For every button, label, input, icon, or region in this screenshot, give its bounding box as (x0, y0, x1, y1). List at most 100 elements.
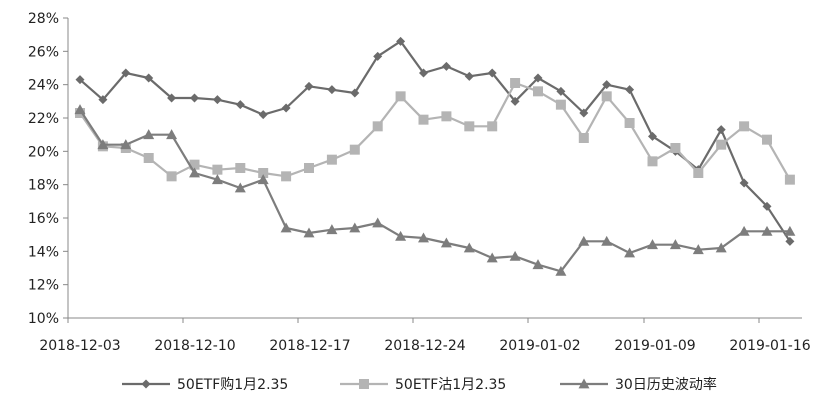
data-point-triangle (211, 174, 223, 185)
data-point-square (212, 164, 223, 175)
data-point-square (441, 111, 452, 122)
legend-item-1: 50ETF购1月2.35 (122, 377, 288, 393)
data-point-triangle (395, 230, 407, 241)
data-point-diamond (373, 51, 383, 61)
x-tick-label: 2018-12-24 (384, 338, 465, 354)
data-point-triangle (624, 247, 636, 258)
data-point-square (670, 143, 681, 153)
data-point-square (418, 114, 429, 125)
y-tick-label: 18% (28, 178, 59, 194)
data-point-triangle (234, 182, 246, 193)
data-point-diamond (304, 81, 314, 91)
y-tick-label: 22% (28, 111, 59, 127)
data-point-diamond (235, 100, 245, 110)
series-3 (74, 104, 796, 276)
data-point-diamond (602, 80, 612, 90)
data-point-square (235, 163, 246, 173)
data-point-triangle (692, 244, 704, 255)
data-point-diamond (212, 95, 222, 105)
data-point-triangle (784, 225, 796, 236)
data-point-triangle (647, 239, 658, 250)
data-point-triangle (166, 129, 178, 140)
legend-item-3: 30日历史波动率 (560, 376, 717, 393)
data-point-diamond (258, 110, 268, 120)
y-tick-label: 26% (28, 44, 59, 60)
data-point-square (189, 159, 200, 170)
data-point-triangle (120, 139, 132, 150)
data-point-triangle (143, 129, 155, 140)
data-point-triangle (715, 242, 727, 253)
data-point-square (326, 154, 337, 165)
data-point-square (624, 118, 635, 128)
x-tick-label: 2019-01-02 (499, 338, 580, 354)
y-tick-label: 14% (28, 244, 59, 260)
y-tick-label: 10% (28, 311, 59, 327)
x-tick-label: 2018-12-17 (269, 338, 350, 354)
x-tick-label: 2019-01-09 (614, 338, 695, 354)
data-point-triangle (601, 235, 613, 246)
data-point-diamond (441, 61, 451, 71)
y-tick-label: 20% (28, 144, 59, 160)
data-point-triangle (738, 225, 750, 236)
data-point-square (510, 78, 521, 88)
x-tick-label: 2018-12-03 (39, 338, 120, 354)
data-point-square (258, 168, 269, 178)
y-tick-label: 28% (28, 11, 59, 27)
data-point-triangle (372, 217, 384, 228)
data-point-square (762, 134, 772, 145)
data-point-square (601, 91, 612, 102)
data-point-diamond (144, 73, 154, 83)
data-point-diamond (487, 68, 497, 78)
data-point-diamond (190, 93, 199, 103)
data-point-triangle (463, 242, 475, 253)
data-point-triangle (532, 259, 544, 270)
data-point-diamond (785, 236, 795, 246)
x-tick-label: 2018-12-10 (154, 338, 235, 354)
x-axis-ticks: 2018-12-03 2018-12-10 2018-12-17 2018-12-24… (39, 318, 811, 354)
data-point-triangle (578, 235, 590, 246)
y-tick-label: 16% (28, 211, 59, 227)
y-axis-ticks: 10% 12% 14% 16% 18% 20% 22% 24% 26% 28% (28, 11, 68, 327)
data-point-triangle (440, 237, 452, 248)
data-point-square (555, 99, 566, 110)
series-line (79, 40, 791, 242)
data-point-square (304, 163, 314, 173)
data-point-square (693, 168, 704, 178)
data-point-square (143, 153, 154, 163)
data-point-triangle (303, 227, 315, 238)
series-line (79, 109, 790, 273)
data-point-square (395, 91, 406, 102)
data-point-diamond (281, 103, 291, 113)
data-point-diamond (648, 131, 657, 141)
data-point-triangle (189, 167, 200, 178)
legend-item-2: 50ETF沽1月2.35 (340, 377, 506, 393)
data-point-square (166, 171, 177, 182)
data-point-diamond (716, 125, 726, 135)
data-point-triangle (349, 222, 361, 233)
data-point-diamond (510, 96, 520, 106)
data-point-diamond (739, 178, 749, 188)
data-point-triangle (74, 104, 86, 115)
series-2 (75, 78, 795, 185)
data-point-triangle (97, 139, 109, 150)
data-point-triangle (326, 224, 338, 235)
data-point-square (487, 121, 498, 132)
data-point-square (349, 144, 360, 155)
data-point-diamond (75, 75, 85, 85)
data-point-square (578, 133, 589, 143)
data-point-triangle (418, 232, 429, 243)
data-point-diamond (556, 86, 566, 96)
data-point-triangle (669, 239, 681, 250)
data-point-diamond (98, 95, 108, 105)
data-point-diamond (121, 68, 131, 78)
data-point-triangle (257, 174, 269, 185)
legend-swatch-diamond (141, 379, 151, 389)
data-point-square (281, 171, 292, 182)
data-point-square (716, 139, 727, 150)
data-point-diamond (167, 93, 177, 103)
data-point-triangle (761, 225, 773, 236)
data-point-diamond (419, 68, 428, 78)
data-point-triangle (486, 252, 498, 263)
